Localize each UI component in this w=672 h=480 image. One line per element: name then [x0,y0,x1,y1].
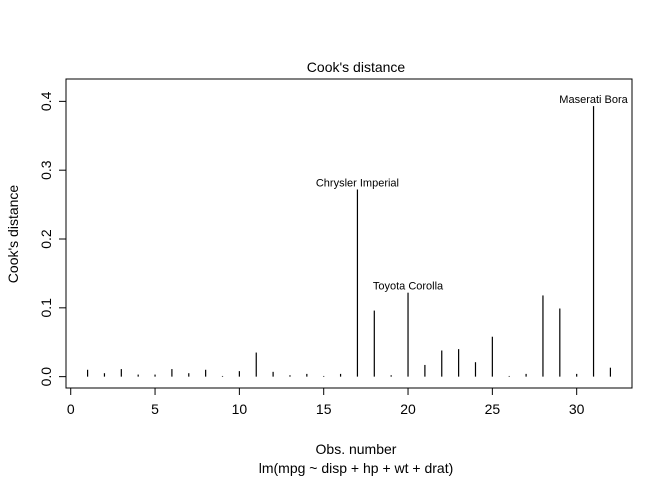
annotation-label: Chrysler Imperial [316,177,399,189]
plot-frame [65,78,633,389]
chart-title: Cook's distance [307,59,406,75]
y-tick-label: 0.0 [38,367,54,387]
x-tick-label: 0 [67,401,75,417]
x-axis: 0 5 10 15 20 25 30 [67,387,585,417]
y-tick-label: 0.3 [38,160,54,180]
point-annotations: Chrysler Imperial Toyota Corolla Maserati … [316,94,629,293]
x-tick-label: 10 [232,401,248,417]
x-axis-label: Obs. number [316,441,397,457]
x-tick-label: 20 [400,401,416,417]
model-formula-subtitle: lm(mpg ~ disp + hp + wt + drat) [259,460,454,476]
y-tick-label: 0.4 [38,91,54,111]
cooks-distance-bars [86,106,612,377]
y-tick-label: 0.2 [38,229,54,249]
x-tick-label: 25 [485,401,501,417]
x-tick-label: 5 [151,401,159,417]
y-axis-label: Cook's distance [5,185,21,284]
x-tick-label: 30 [569,401,585,417]
x-tick-label: 15 [316,401,332,417]
y-axis: 0.0 0.1 0.2 0.3 0.4 [38,91,67,387]
y-tick-label: 0.1 [38,298,54,318]
annotation-label: Toyota Corolla [373,281,444,293]
annotation-label: Maserati Bora [559,94,628,106]
